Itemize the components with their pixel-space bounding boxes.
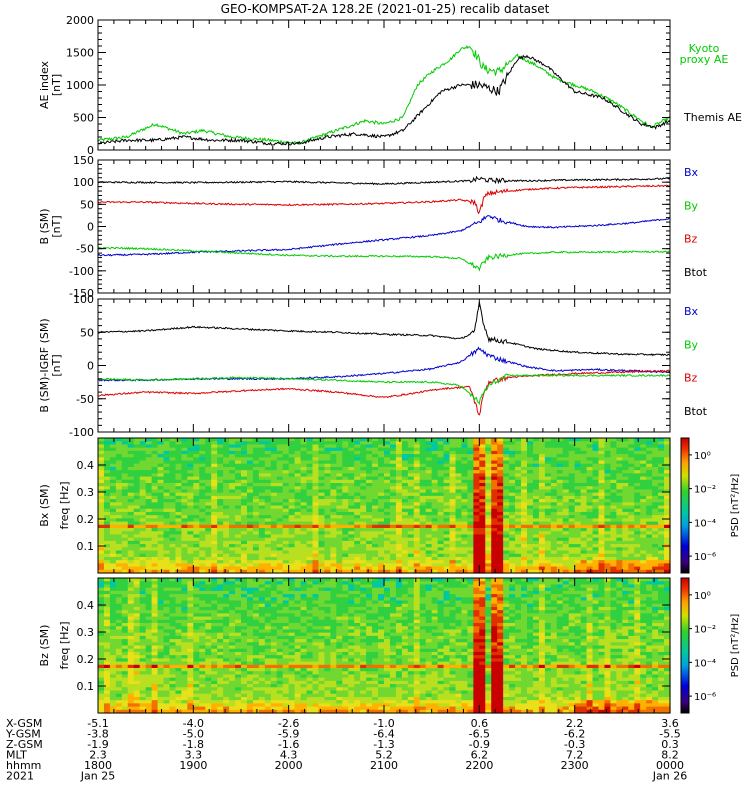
plot-frame (98, 299, 670, 432)
legend-entry-btot: Btot (684, 266, 708, 279)
y-tick-label: 50 (80, 198, 94, 211)
legend-entry-bz: Bz (684, 233, 698, 246)
series-line-bz (98, 185, 670, 213)
y-tick-label: 1000 (66, 79, 94, 92)
y-tick-label: 100 (73, 176, 94, 189)
series-line-bz (98, 370, 670, 415)
legend-entry-bz: Bz (684, 372, 698, 385)
legend-entry-btot: Btot (684, 405, 708, 418)
y-tick-label: 500 (73, 112, 94, 125)
y-tick-label: 0.1 (77, 540, 95, 553)
y-axis-unit: [nT] (50, 354, 63, 376)
y-tick-label: 0.2 (77, 513, 95, 526)
series-line-btot (98, 177, 670, 185)
legend-entry-by: By (684, 338, 699, 351)
y-tick-label: 0.3 (77, 486, 95, 499)
y-axis-unit: [nT] (50, 215, 63, 237)
series-line-by (98, 374, 670, 404)
series-group (98, 46, 670, 145)
legend: Bx By Bz Btot (684, 166, 708, 279)
y-axis-label: Bx (SM) (38, 484, 51, 527)
y-tick-label: -100 (69, 426, 94, 439)
panel-bzspec: 0.10.20.30.4Bz (SM)freq [Hz]10⁰10⁻²10⁻⁴1… (38, 578, 741, 714)
legend-entry-by: By (684, 199, 699, 212)
series-line-btot (98, 302, 670, 355)
y-tick-label: 0.4 (77, 459, 95, 472)
series-group (98, 302, 670, 415)
series-line-themis-ae (98, 56, 670, 145)
y-axis-unit: freq [Hz] (58, 481, 71, 529)
spectrogram-cells (98, 578, 671, 714)
colorbar-gradient (681, 438, 689, 573)
y-tick-label: 2000 (66, 14, 94, 27)
y-tick-label: -100 (69, 265, 94, 278)
y-tick-label: -50 (76, 393, 94, 406)
legend-entry-bx: Bx (684, 166, 699, 179)
colorbar: 10⁰ 10⁻² 10⁻⁴ 10⁻⁶ PSD [nT²/Hz] (681, 438, 741, 573)
series-line-bx (98, 216, 670, 256)
y-tick-label: 50 (80, 326, 94, 339)
colorbar-tick-label: 10⁰ (694, 451, 711, 462)
y-tick-label: 100 (73, 293, 94, 306)
legend-entry-kyoto: proxy AE (680, 53, 729, 66)
y-tick-label: 1500 (66, 47, 94, 60)
colorbar-label: PSD [nT²/Hz] (730, 474, 741, 538)
y-tick-label: 150 (73, 154, 94, 167)
y-tick-label: 0 (87, 221, 94, 234)
series-group (98, 177, 670, 270)
y-tick-label: 0 (87, 360, 94, 373)
legend-entry-themis: Themis AE (683, 111, 742, 124)
panel-bxspec: 0.10.20.30.4Bx (SM)freq [Hz]10⁰10⁻²10⁻⁴1… (38, 438, 741, 574)
legend: Bx By Bz Btot (684, 305, 708, 418)
colorbar-tick-label: 10⁻⁶ (694, 552, 716, 563)
y-axis-unit: [nT] (50, 74, 63, 96)
colorbar-tick-label: 10⁻⁴ (694, 518, 716, 529)
colorbar-tick-label: 10⁻² (694, 485, 716, 496)
figure-title: GEO-KOMPSAT-2A 128.2E (2021-01-25) recal… (221, 2, 550, 16)
legend-entry-bx: Bx (684, 305, 699, 318)
series-line-kyoto-proxy-ae (98, 46, 670, 144)
spectrogram-cells (98, 438, 671, 574)
y-tick-label: -50 (76, 243, 94, 256)
plot-frame (98, 20, 670, 150)
series-line-by (98, 247, 670, 270)
